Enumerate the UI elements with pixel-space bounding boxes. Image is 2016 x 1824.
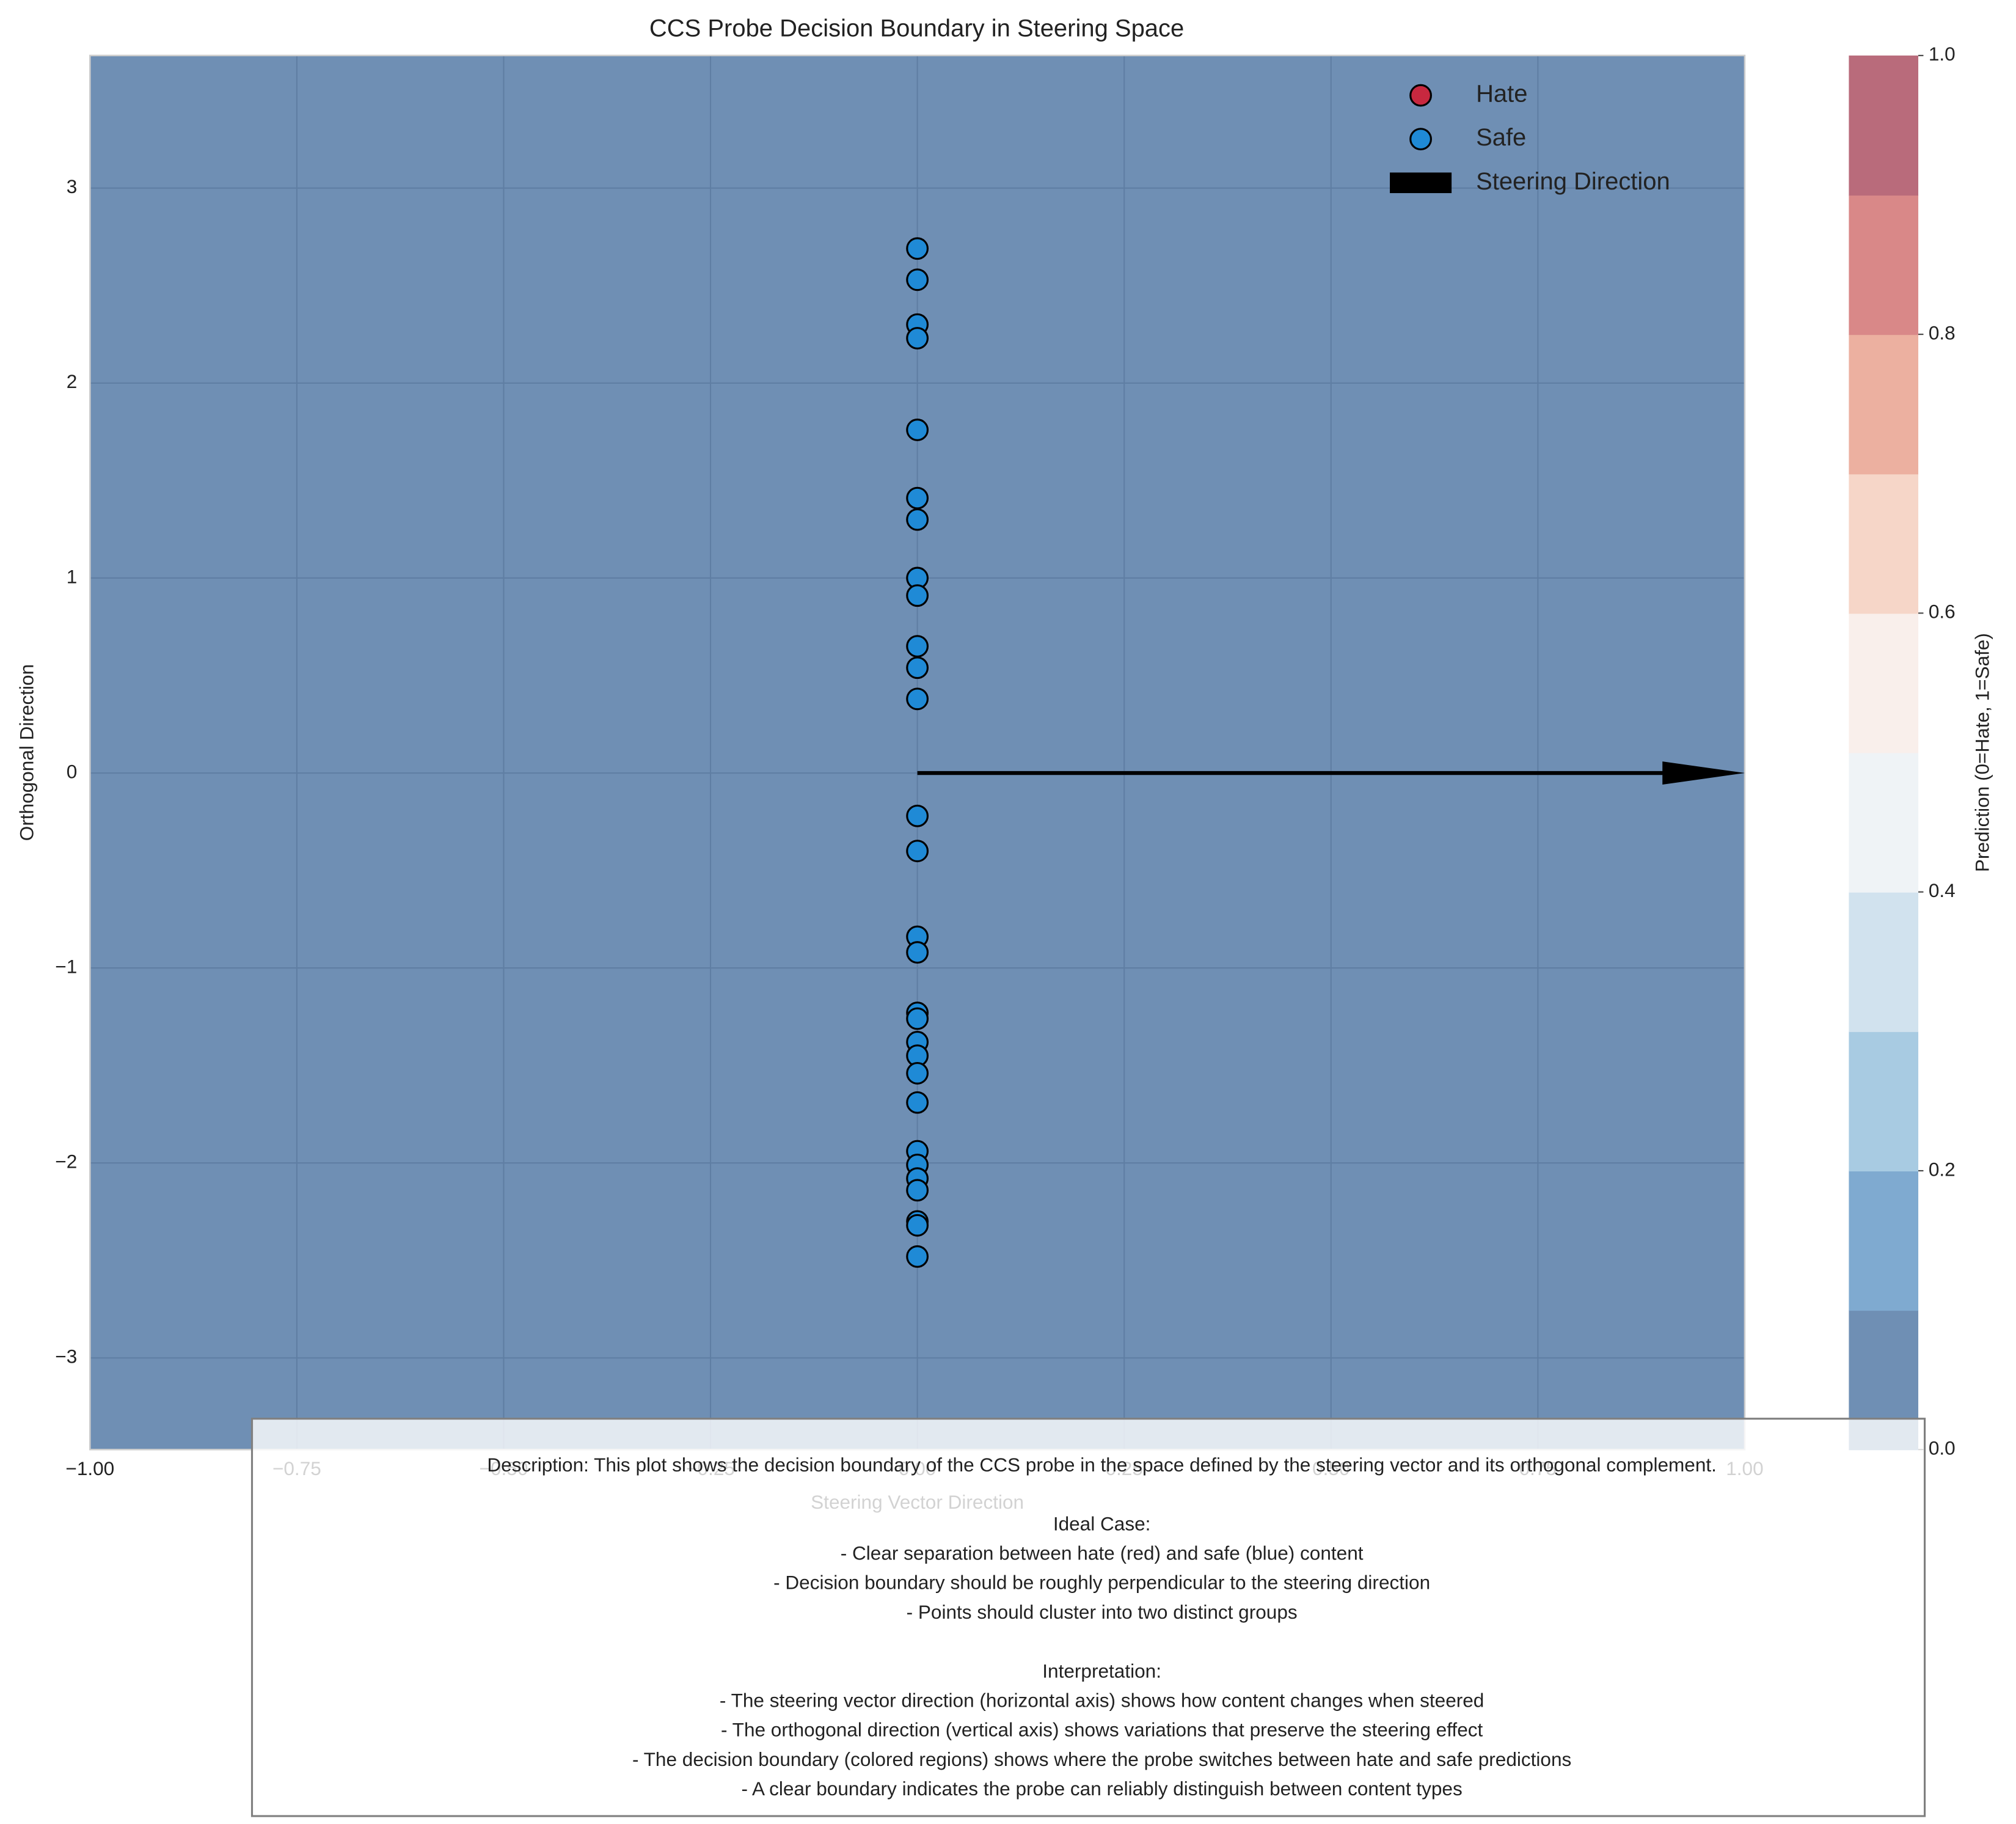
colorbar-tick-label: 0.0 xyxy=(1929,1437,1956,1459)
colorbar-band xyxy=(1849,194,1919,335)
y-tick-label: 3 xyxy=(67,175,78,197)
colorbar-band xyxy=(1849,55,1919,196)
scatter-point xyxy=(906,635,929,658)
scatter-point xyxy=(906,1091,929,1114)
chart-title: CCS Probe Decision Boundary in Steering … xyxy=(649,15,1184,42)
legend-marker xyxy=(1409,84,1432,107)
colorbar-band xyxy=(1849,1031,1919,1171)
y-tick-label: −2 xyxy=(55,1151,77,1173)
y-tick-label: −1 xyxy=(55,955,77,977)
scatter-point xyxy=(906,840,929,863)
colorbar-label: Prediction (0=Hate, 1=Safe) xyxy=(1971,633,1993,872)
legend-marker xyxy=(1409,128,1432,151)
scatter-point xyxy=(906,941,929,964)
scatter-point xyxy=(906,1179,929,1202)
colorbar-tick-label: 1.0 xyxy=(1929,43,1956,65)
x-tick-label: −1.00 xyxy=(65,1457,114,1479)
scatter-point xyxy=(906,268,929,291)
scatter-point xyxy=(906,1007,929,1030)
legend-marker xyxy=(1390,172,1452,194)
description-heading: Interpretation: xyxy=(1042,1660,1161,1682)
description-item: - The decision boundary (colored regions… xyxy=(632,1748,1571,1770)
colorbar-tick-label: 0.4 xyxy=(1929,879,1956,901)
description-item: - Decision boundary should be roughly pe… xyxy=(773,1572,1430,1594)
scatter-point xyxy=(906,327,929,350)
scatter-point xyxy=(906,508,929,531)
scatter-point xyxy=(906,486,929,510)
description-heading: Ideal Case: xyxy=(1053,1512,1151,1534)
legend-label: Hate xyxy=(1476,81,1527,108)
scatter-point xyxy=(906,237,929,260)
colorbar-band xyxy=(1849,1170,1919,1311)
description-item: - The steering vector direction (horizon… xyxy=(720,1689,1484,1711)
colorbar-band xyxy=(1849,892,1919,1032)
description-intro: Description: This plot shows the decisio… xyxy=(487,1454,1717,1476)
colorbar-tick-label: 0.2 xyxy=(1929,1158,1956,1180)
colorbar-band xyxy=(1849,474,1919,614)
scatter-point xyxy=(906,419,929,441)
y-tick-label: 2 xyxy=(67,370,78,392)
scatter-point xyxy=(906,687,929,711)
y-tick-label: 1 xyxy=(67,565,78,587)
colorbar-tick-label: 0.8 xyxy=(1929,321,1956,343)
scatter-point xyxy=(906,1245,929,1268)
colorbar-band xyxy=(1849,334,1919,475)
y-tick-label: −3 xyxy=(55,1346,77,1368)
y-axis-label: Orthogonal Direction xyxy=(16,664,38,841)
scatter-point xyxy=(906,1214,929,1237)
description-item: - Clear separation between hate (red) an… xyxy=(841,1542,1364,1564)
description-item: - A clear boundary indicates the probe c… xyxy=(742,1778,1463,1800)
legend-label: Safe xyxy=(1476,124,1526,151)
y-tick-label: 0 xyxy=(67,760,78,782)
description-item: - Points should cluster into two distinc… xyxy=(907,1601,1298,1623)
scatter-point xyxy=(906,1061,929,1085)
scatter-point xyxy=(906,804,929,827)
description-item: - The orthogonal direction (vertical axi… xyxy=(721,1719,1483,1741)
colorbar-band xyxy=(1849,613,1919,753)
legend-label: Steering Direction xyxy=(1476,168,1670,195)
scatter-point xyxy=(906,584,929,607)
description-box xyxy=(250,1418,1926,1817)
colorbar-tick-label: 0.6 xyxy=(1929,601,1956,623)
scatter-point xyxy=(906,656,929,679)
colorbar-band xyxy=(1849,752,1919,893)
steering-arrow xyxy=(917,761,1745,785)
